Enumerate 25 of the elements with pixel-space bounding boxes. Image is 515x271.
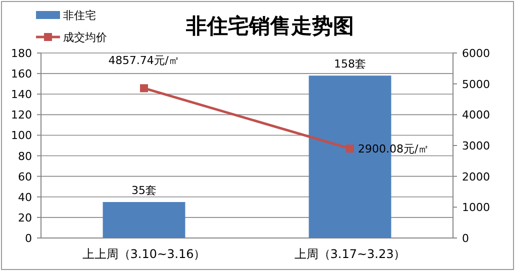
y2-tick-label: 1000	[462, 201, 490, 214]
data-label: 4857.74元/㎡	[108, 54, 180, 68]
y-tick-label: 80	[18, 150, 32, 163]
y-tick-label: 40	[18, 190, 32, 204]
y-tick-label: 180	[11, 47, 32, 60]
legend-label: 非住宅	[63, 9, 96, 22]
y-tick-label: 160	[11, 68, 32, 81]
y-tick-label: 120	[11, 108, 32, 122]
chart-title: 非住宅销售走势图	[185, 14, 354, 38]
data-label: 158套	[334, 58, 366, 71]
y2-tick-label: 3000	[462, 140, 490, 152]
y2-tick-label: 6000	[462, 47, 490, 60]
y-tick-label: 100	[11, 129, 32, 142]
y-tick-label: 140	[11, 88, 32, 102]
y-tick-label: 0	[25, 232, 32, 245]
legend-label: 成交均价	[63, 31, 107, 44]
y-tick-label: 60	[18, 170, 32, 184]
y2-tick-label: 2000	[462, 170, 490, 184]
x-tick-label: 上上周（3.10~3.16）	[82, 247, 206, 261]
y2-tick-label: 0	[462, 232, 469, 245]
y-tick-label: 20	[18, 211, 32, 224]
x-tick-label: 上周（3.17~3.23）	[294, 247, 406, 261]
y2-tick-label: 5000	[462, 78, 490, 91]
data-label: 35套	[132, 184, 156, 198]
y2-tick-label: 4000	[462, 108, 490, 122]
